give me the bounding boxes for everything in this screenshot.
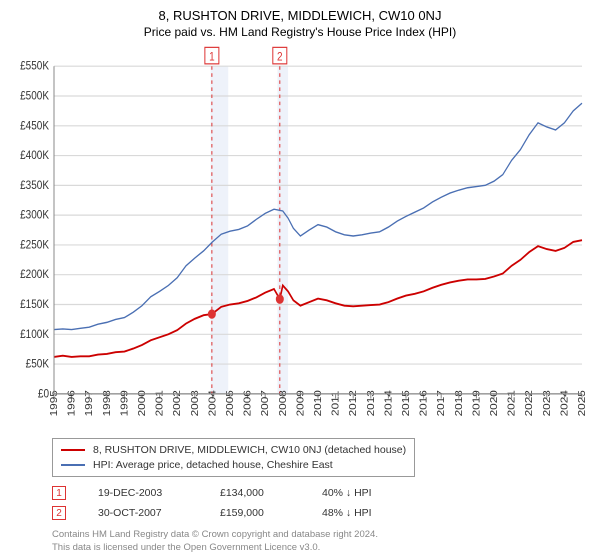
sales-row: 2 30-OCT-2007 £159,000 48% ↓ HPI: [52, 503, 586, 523]
sales-row: 1 19-DEC-2003 £134,000 40% ↓ HPI: [52, 483, 586, 503]
legend: 8, RUSHTON DRIVE, MIDDLEWICH, CW10 0NJ (…: [52, 438, 415, 477]
y-tick-label: £400K: [20, 149, 50, 162]
sales-table: 1 19-DEC-2003 £134,000 40% ↓ HPI 2 30-OCT-200…: [52, 483, 586, 523]
sales-marker: 2: [52, 506, 66, 520]
legend-swatch: [61, 449, 85, 451]
chart-container: 8, RUSHTON DRIVE, MIDDLEWICH, CW10 0NJ P…: [0, 0, 600, 560]
y-tick-label: £100K: [20, 328, 50, 341]
chart-subtitle: Price paid vs. HM Land Registry's House …: [12, 25, 588, 39]
legend-item: 8, RUSHTON DRIVE, MIDDLEWICH, CW10 0NJ (…: [61, 443, 406, 458]
y-tick-label: £550K: [20, 60, 50, 73]
y-tick-label: £50K: [26, 358, 50, 371]
sales-delta: 40% ↓ HPI: [322, 487, 412, 499]
shaded-band: [211, 66, 229, 394]
y-tick-label: £500K: [20, 90, 50, 103]
footer-attribution: Contains HM Land Registry data © Crown c…: [52, 529, 586, 554]
legend-item: HPI: Average price, detached house, Ches…: [61, 458, 406, 473]
sales-marker: 1: [52, 486, 66, 500]
sales-delta: 48% ↓ HPI: [322, 507, 412, 519]
legend-label: 8, RUSHTON DRIVE, MIDDLEWICH, CW10 0NJ (…: [93, 443, 406, 458]
event-label-text: 1: [209, 51, 215, 64]
y-tick-label: £150K: [20, 298, 50, 311]
sales-date: 19-DEC-2003: [98, 487, 188, 499]
footer-line-2: This data is licensed under the Open Gov…: [52, 542, 586, 554]
shaded-band: [278, 66, 289, 394]
y-tick-label: £250K: [20, 239, 50, 252]
chart-svg: £0 £50K £100K £150K £200K £250K £300K £350K £400…: [12, 45, 588, 434]
y-tick-label: £300K: [20, 209, 50, 222]
legend-label: HPI: Average price, detached house, Ches…: [93, 458, 333, 473]
sales-price: £134,000: [220, 487, 290, 499]
y-tick-label: £450K: [20, 120, 50, 133]
title-block: 8, RUSHTON DRIVE, MIDDLEWICH, CW10 0NJ P…: [12, 8, 588, 39]
event-marker: [276, 294, 284, 303]
sales-date: 30-OCT-2007: [98, 507, 188, 519]
event-label-text: 2: [277, 51, 283, 64]
event-marker: [208, 309, 216, 318]
sales-price: £159,000: [220, 507, 290, 519]
series-hpi: [54, 103, 582, 329]
y-tick-label: £0: [38, 388, 49, 401]
y-tick-label: £200K: [20, 269, 50, 282]
chart-plot-area: £0 £50K £100K £150K £200K £250K £300K £350K £400…: [12, 45, 588, 434]
y-tick-label: £350K: [20, 179, 50, 192]
chart-title: 8, RUSHTON DRIVE, MIDDLEWICH, CW10 0NJ: [12, 8, 588, 23]
footer-line-1: Contains HM Land Registry data © Crown c…: [52, 529, 586, 541]
legend-swatch: [61, 464, 85, 466]
series-property: [54, 240, 582, 357]
